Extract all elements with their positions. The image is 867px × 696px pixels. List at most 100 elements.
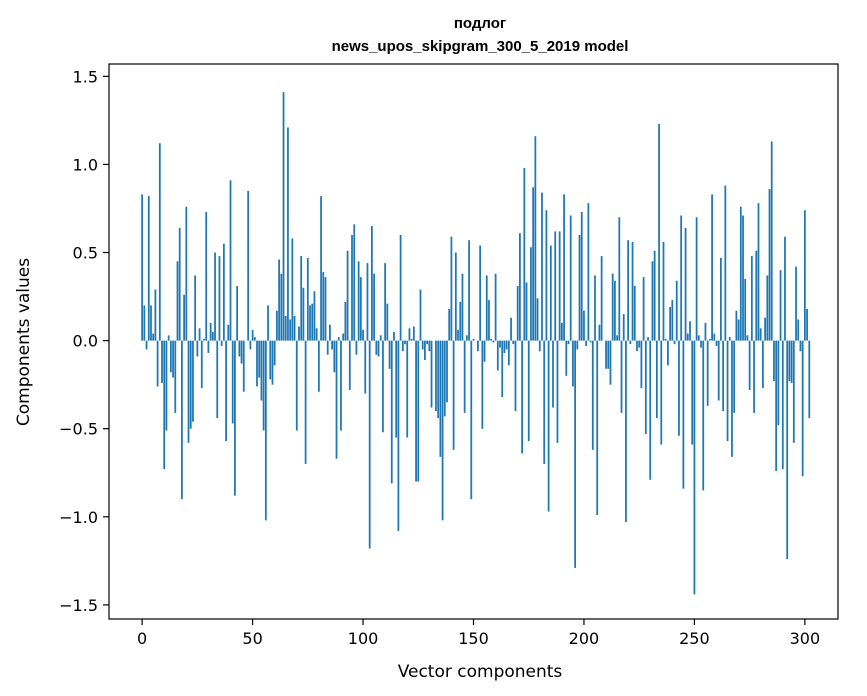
bar bbox=[697, 335, 700, 341]
bar bbox=[516, 286, 519, 341]
bar bbox=[545, 210, 548, 341]
bar bbox=[693, 340, 696, 595]
bar bbox=[620, 340, 623, 413]
bar bbox=[364, 340, 367, 394]
bar bbox=[150, 305, 152, 341]
bar bbox=[614, 280, 616, 341]
bar bbox=[377, 340, 380, 357]
bar bbox=[766, 275, 769, 341]
y-tick-label: −1.0 bbox=[59, 508, 98, 527]
bar bbox=[264, 340, 267, 521]
bar bbox=[340, 340, 342, 431]
bar bbox=[788, 340, 791, 382]
bar bbox=[521, 340, 523, 454]
bar bbox=[534, 136, 537, 341]
bar bbox=[667, 340, 669, 366]
bar bbox=[713, 333, 716, 341]
bar bbox=[306, 257, 309, 341]
bar bbox=[333, 340, 336, 373]
bar bbox=[572, 340, 574, 387]
bar bbox=[483, 340, 486, 362]
bar bbox=[589, 340, 592, 343]
bar bbox=[576, 340, 579, 350]
bar bbox=[225, 340, 227, 442]
bar bbox=[715, 340, 718, 346]
bar bbox=[795, 266, 797, 341]
bar bbox=[633, 286, 636, 341]
bar bbox=[560, 323, 563, 341]
bar bbox=[371, 226, 373, 341]
bar bbox=[558, 231, 561, 341]
bar bbox=[669, 307, 671, 341]
bar bbox=[775, 340, 778, 471]
bar bbox=[260, 340, 263, 401]
bar bbox=[492, 340, 495, 343]
bar bbox=[209, 323, 212, 341]
bar bbox=[256, 340, 258, 387]
bar bbox=[395, 340, 398, 438]
bar bbox=[638, 340, 641, 348]
bar bbox=[293, 315, 296, 341]
bar bbox=[388, 340, 391, 369]
bar bbox=[541, 192, 543, 341]
bar bbox=[435, 340, 437, 412]
bar bbox=[218, 256, 221, 341]
bar bbox=[401, 340, 404, 352]
bar bbox=[695, 217, 698, 341]
bar bbox=[726, 340, 729, 442]
bar bbox=[326, 340, 329, 355]
bar bbox=[744, 278, 747, 341]
bar bbox=[567, 340, 570, 345]
bar bbox=[207, 340, 210, 353]
bar bbox=[461, 273, 464, 341]
y-tick-label: 0.0 bbox=[73, 332, 98, 351]
bar bbox=[317, 340, 320, 392]
bar bbox=[342, 333, 345, 341]
bar bbox=[238, 340, 241, 357]
bar bbox=[417, 340, 420, 482]
bar bbox=[790, 340, 793, 383]
bar bbox=[344, 301, 347, 341]
bar bbox=[587, 203, 590, 341]
bar bbox=[779, 270, 782, 341]
bar bbox=[678, 340, 680, 436]
bar bbox=[220, 340, 223, 346]
bar bbox=[359, 277, 362, 341]
bar bbox=[591, 340, 594, 450]
bar bbox=[609, 340, 612, 385]
bar bbox=[253, 337, 256, 341]
bar bbox=[172, 340, 174, 378]
y-tick-label: −0.5 bbox=[59, 420, 98, 439]
bar bbox=[437, 340, 440, 419]
x-axis-label: Vector components bbox=[398, 662, 563, 682]
bar bbox=[720, 257, 722, 341]
bar bbox=[684, 227, 687, 341]
bar bbox=[722, 340, 725, 412]
bar bbox=[731, 340, 733, 457]
bar bbox=[448, 308, 451, 341]
bar bbox=[178, 227, 181, 341]
bar bbox=[362, 330, 364, 341]
bar bbox=[163, 340, 166, 470]
bar bbox=[454, 252, 457, 341]
bar bbox=[514, 340, 517, 412]
x-tick-label: 300 bbox=[790, 629, 821, 648]
bar bbox=[717, 340, 720, 401]
bar bbox=[527, 340, 530, 442]
bar bbox=[406, 340, 409, 438]
bar bbox=[463, 340, 466, 413]
bar bbox=[375, 340, 378, 355]
bar bbox=[662, 241, 665, 341]
bar bbox=[430, 340, 433, 408]
bar bbox=[737, 319, 740, 341]
x-tick-label: 50 bbox=[242, 629, 262, 648]
bar bbox=[499, 340, 501, 348]
bar bbox=[739, 206, 742, 341]
bar bbox=[808, 340, 811, 419]
bar bbox=[563, 194, 565, 341]
x-tick-label: 250 bbox=[679, 629, 710, 648]
bar bbox=[622, 314, 625, 341]
bar bbox=[311, 303, 314, 341]
bar bbox=[757, 203, 760, 341]
